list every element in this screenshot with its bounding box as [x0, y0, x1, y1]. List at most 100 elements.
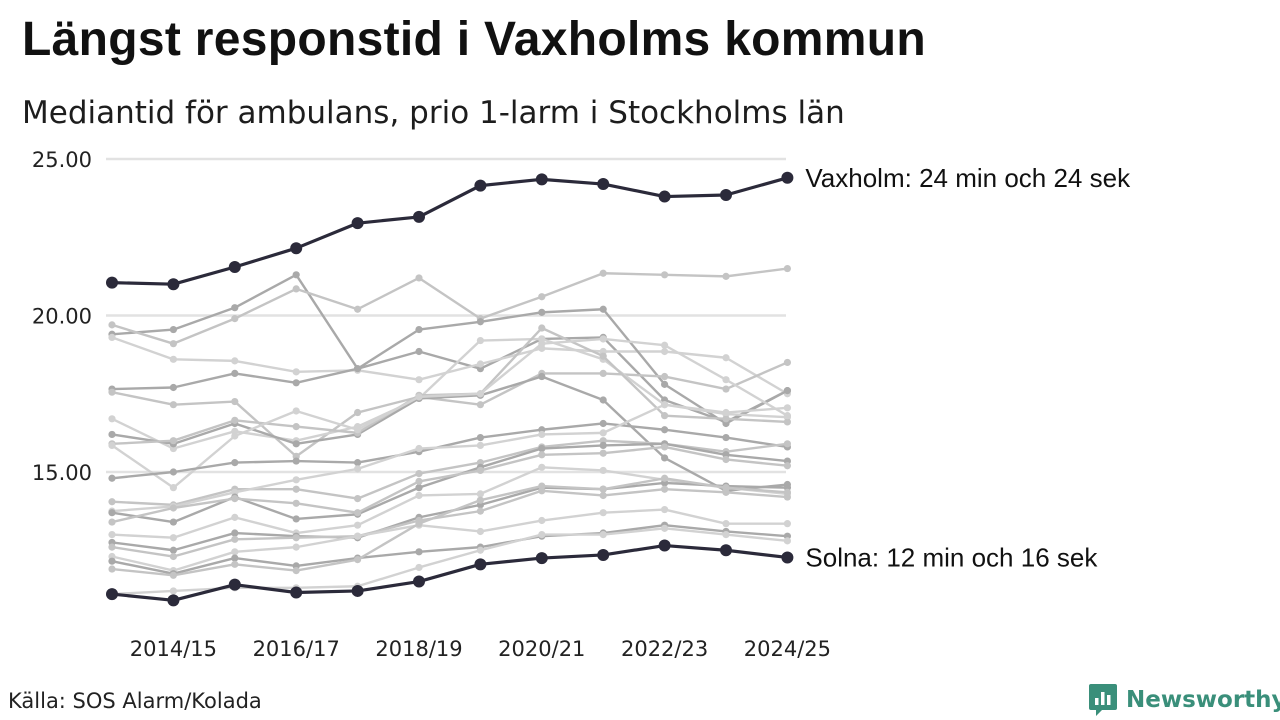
- data-point: [661, 380, 669, 388]
- series-line: [111, 308, 788, 425]
- data-point: [538, 482, 546, 490]
- data-point-solna: [106, 588, 118, 601]
- source-note: Källa: SOS Alarm/Kolada: [8, 689, 262, 713]
- data-point: [783, 264, 792, 273]
- x-axis-tick-labels: 2014/15 2016/17 2018/19 2020/21 2022/23 2024/…: [130, 637, 831, 661]
- series-line: [111, 267, 788, 345]
- data-point: [415, 477, 423, 485]
- data-point: [599, 352, 607, 360]
- background-series-10: [108, 419, 792, 482]
- data-point-vaxholm: [228, 260, 241, 273]
- x-tick-label: 2016/17: [253, 637, 340, 661]
- data-point: [722, 455, 730, 464]
- background-series-12: [108, 401, 792, 515]
- background-series-18: [108, 505, 792, 575]
- data-point: [231, 304, 239, 312]
- data-point: [169, 325, 177, 334]
- data-point: [108, 441, 116, 449]
- y-axis-tick-labels: 15.00 20.00 25.00: [32, 148, 92, 485]
- data-point: [169, 504, 177, 512]
- data-point: [722, 415, 730, 423]
- data-point: [476, 546, 484, 554]
- data-point: [476, 401, 484, 409]
- data-point: [169, 552, 177, 561]
- data-point: [476, 490, 484, 498]
- data-point: [231, 548, 239, 556]
- background-series-21: [108, 524, 792, 598]
- data-point-solna: [658, 539, 671, 552]
- data-point: [599, 335, 607, 343]
- data-point: [292, 379, 300, 387]
- data-point: [661, 341, 669, 349]
- data-point-vaxholm: [474, 179, 487, 192]
- data-point: [476, 318, 484, 326]
- background-series-20: [108, 474, 792, 579]
- series-line: [111, 445, 788, 524]
- data-point: [722, 484, 730, 492]
- end-label-solna: Solna: 12 min och 16 sek: [805, 542, 1098, 572]
- data-point: [661, 426, 669, 434]
- data-point: [292, 368, 300, 376]
- x-tick-label: 2018/19: [375, 637, 462, 661]
- data-point: [476, 507, 484, 515]
- data-point: [722, 520, 730, 528]
- data-point: [783, 520, 792, 528]
- data-point: [599, 419, 607, 428]
- data-point: [661, 485, 669, 493]
- data-point: [661, 347, 669, 356]
- data-point: [292, 440, 300, 448]
- data-point-vaxholm: [535, 173, 548, 186]
- data-point-solna: [290, 586, 303, 599]
- data-point: [538, 430, 546, 439]
- data-point: [169, 587, 177, 595]
- data-point: [108, 518, 116, 526]
- data-point: [783, 462, 792, 470]
- data-point: [108, 321, 116, 329]
- data-point: [476, 433, 484, 442]
- series-line: [111, 336, 789, 395]
- data-point-vaxholm: [658, 190, 671, 203]
- data-point: [108, 415, 116, 423]
- series-line-vaxholm: [111, 176, 788, 286]
- x-tick-label: 2024/25: [744, 637, 831, 661]
- data-point: [354, 509, 362, 517]
- data-point: [661, 401, 669, 409]
- series-solna: [106, 539, 794, 607]
- data-point: [169, 518, 177, 526]
- data-point: [169, 534, 177, 542]
- data-point: [661, 372, 669, 381]
- data-point: [599, 269, 607, 277]
- data-point: [292, 423, 300, 431]
- data-point: [169, 546, 177, 554]
- data-point: [292, 499, 300, 507]
- series-vaxholm: [106, 171, 794, 291]
- data-point: [231, 315, 239, 323]
- chart-title: Längst responstid i Vaxholms kommun: [22, 13, 927, 66]
- data-point: [599, 441, 607, 449]
- data-point: [231, 369, 239, 378]
- data-point: [538, 340, 546, 348]
- data-point: [783, 358, 792, 367]
- data-point: [783, 440, 792, 448]
- data-point: [354, 305, 362, 313]
- brand-name: Newsworthy: [1126, 687, 1280, 713]
- data-point-solna: [413, 575, 425, 588]
- data-point: [292, 457, 300, 465]
- data-point: [354, 495, 362, 503]
- data-point: [415, 274, 423, 282]
- data-point: [354, 521, 362, 529]
- data-point: [599, 509, 607, 517]
- data-point: [476, 466, 484, 475]
- data-point: [354, 426, 362, 434]
- data-point: [108, 531, 116, 539]
- data-point: [783, 418, 792, 426]
- series-line: [111, 273, 788, 424]
- series-line: [111, 477, 788, 577]
- data-point: [108, 543, 116, 551]
- series-line: [111, 375, 788, 492]
- data-point: [231, 554, 239, 562]
- data-point: [292, 285, 300, 293]
- data-point: [169, 401, 177, 409]
- data-point: [476, 496, 484, 504]
- data-point: [783, 537, 792, 545]
